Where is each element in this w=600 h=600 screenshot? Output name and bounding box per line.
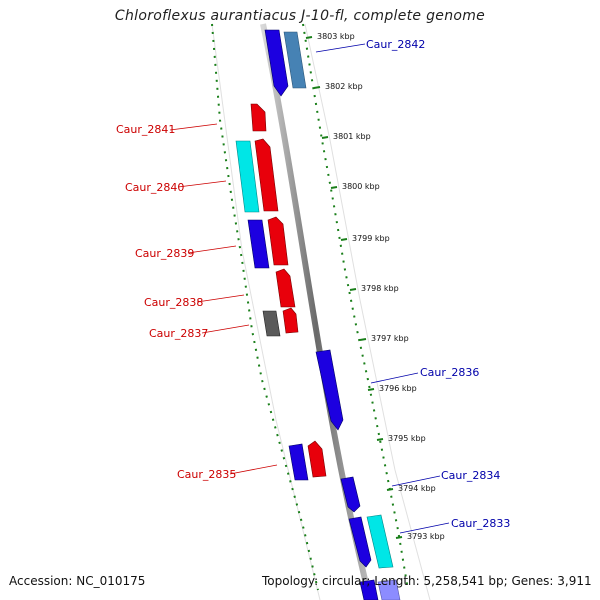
gene-caur-2839-reverse[interactable] xyxy=(247,219,270,269)
gene-caur-2835-reverse[interactable] xyxy=(288,443,309,481)
tick-mark xyxy=(349,288,357,291)
leader-line xyxy=(187,245,237,254)
tick-label: 3796 kbp xyxy=(379,384,417,393)
gene-label-caur-2834: Caur_2834 xyxy=(441,469,500,482)
tick-label: 3801 kbp xyxy=(333,132,371,141)
tick-label: 3799 kbp xyxy=(352,234,390,243)
leader-line xyxy=(169,123,218,131)
gene-caur-2842-reverse[interactable] xyxy=(264,29,289,97)
tick-mark xyxy=(321,136,329,139)
gene-label-caur-2837: Caur_2837 xyxy=(149,327,208,340)
gene-caur-2838[interactable] xyxy=(275,268,296,308)
gene-caur-2835[interactable] xyxy=(307,440,327,478)
gene-label-caur-2841: Caur_2841 xyxy=(116,123,175,136)
tick-mark xyxy=(395,536,403,539)
tick-label: 3793 kbp xyxy=(407,532,445,541)
gene-caur-2836[interactable] xyxy=(315,349,344,431)
gene-caur-2834[interactable] xyxy=(340,476,361,513)
tick-mark xyxy=(305,36,313,39)
gene-caur-2841[interactable] xyxy=(250,103,267,132)
genome-title: Chloroflexus aurantiacus J-10-fl, comple… xyxy=(114,8,486,24)
genome-backbone xyxy=(260,23,373,600)
tick-mark xyxy=(376,438,384,441)
tick-mark xyxy=(340,238,348,241)
gene-caur-2833-reverse[interactable] xyxy=(348,516,372,568)
left-dotted-rail xyxy=(211,23,319,591)
leader-line xyxy=(196,294,245,303)
gene-caur-2837-forward[interactable] xyxy=(282,307,299,334)
gene-label-caur-2838: Caur_2838 xyxy=(144,296,203,309)
gene-label-caur-2836: Caur_2836 xyxy=(420,366,479,379)
tick-mark xyxy=(367,388,375,391)
tick-label: 3803 kbp xyxy=(317,32,355,41)
right-gene-labels: Caur_2842 Caur_2836 Caur_2834 Caur_2833 xyxy=(315,38,510,534)
tick-label: 3795 kbp xyxy=(388,434,426,443)
tick-mark xyxy=(386,488,394,491)
genome-summary-text: Topology: circular; Length: 5,258,541 bp… xyxy=(262,574,592,588)
ring-outline-left xyxy=(211,23,321,600)
tick-mark xyxy=(330,186,338,189)
leader-line xyxy=(370,372,419,384)
kbp-ticks: 3803 kbp 3802 kbp 3801 kbp 3800 kbp 3799 kbp… xyxy=(305,32,445,541)
tick-label: 3797 kbp xyxy=(371,334,409,343)
gene-partial-cyan[interactable] xyxy=(377,579,401,600)
tick-label: 3794 kbp xyxy=(398,484,436,493)
gene-label-caur-2842: Caur_2842 xyxy=(366,38,425,51)
leader-line xyxy=(229,464,278,475)
gene-label-caur-2839: Caur_2839 xyxy=(135,247,194,260)
gene-label-caur-2840: Caur_2840 xyxy=(125,181,184,194)
leader-line xyxy=(315,43,366,53)
tick-mark xyxy=(359,338,367,341)
accession-text: Accession: NC_010175 xyxy=(9,574,146,588)
tick-label: 3802 kbp xyxy=(325,82,363,91)
tick-label: 3798 kbp xyxy=(361,284,399,293)
gene-label-caur-2835: Caur_2835 xyxy=(177,468,236,481)
left-gene-labels: Caur_2841 Caur_2840 Caur_2839 Caur_2838 … xyxy=(116,123,278,481)
gene-caur-2840-cyan[interactable] xyxy=(235,140,260,213)
tick-mark xyxy=(313,86,321,89)
tick-label: 3800 kbp xyxy=(342,182,380,191)
gene-label-caur-2833: Caur_2833 xyxy=(451,517,510,530)
leader-line xyxy=(391,475,441,487)
gene-partial-reverse[interactable] xyxy=(359,579,379,600)
leader-line xyxy=(399,522,450,534)
gene-caur-2837[interactable] xyxy=(262,310,281,337)
ring-outline-right xyxy=(304,23,431,600)
right-dotted-rail xyxy=(302,23,409,591)
gene-caur-2842-steelblue[interactable] xyxy=(283,31,307,89)
leader-line xyxy=(201,324,250,334)
gene-caur-2840[interactable] xyxy=(254,138,279,212)
gene-caur-2839[interactable] xyxy=(267,216,289,266)
gene-caur-2833[interactable] xyxy=(366,514,394,569)
leader-line xyxy=(177,180,227,188)
